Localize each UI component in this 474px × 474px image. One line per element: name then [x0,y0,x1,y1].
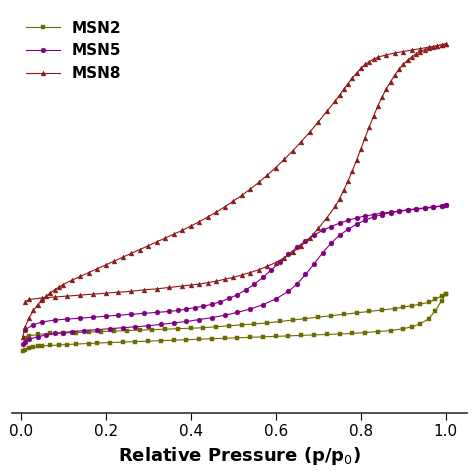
MSN5 [430,204,436,210]
MSN8 [290,148,296,154]
MSN2 [362,330,368,336]
MSN5 [209,315,215,320]
MSN5 [82,328,87,333]
MSN8 [77,273,83,279]
MSN2 [171,337,176,343]
MSN5 [171,320,176,326]
MSN2 [324,332,329,337]
MSN5 [388,210,393,216]
MSN5 [337,232,342,238]
MSN5 [311,261,317,267]
MSN8 [383,52,389,58]
MSN2 [26,346,32,351]
MSN2 [439,298,445,304]
MSN2 [337,331,342,337]
MSN8 [439,42,445,47]
X-axis label: Relative Pressure (p/p$_0$): Relative Pressure (p/p$_0$) [118,445,361,467]
Legend: MSN2, MSN5, MSN8: MSN2, MSN5, MSN8 [20,15,128,87]
MSN2 [39,343,45,349]
MSN5 [52,331,57,337]
MSN8 [443,41,449,46]
MSN2 [222,336,228,341]
MSN2 [418,321,423,327]
MSN2 [299,333,304,338]
MSN5 [294,281,300,287]
MSN2 [107,340,113,346]
MSN5 [319,250,325,256]
MSN5 [439,203,445,209]
MSN2 [133,339,138,345]
MSN2 [196,337,202,342]
MSN5 [286,289,292,294]
MSN2 [286,333,292,339]
MSN5 [120,325,126,330]
MSN5 [222,312,228,318]
MSN2 [47,343,53,348]
MSN5 [146,323,151,328]
MSN5 [328,240,334,246]
MSN5 [133,324,138,329]
MSN5 [22,339,28,345]
MSN5 [158,321,164,327]
MSN5 [396,209,402,214]
MSN2 [375,328,381,334]
MSN2 [94,340,100,346]
MSN2 [35,344,40,349]
MSN2 [183,337,189,343]
MSN2 [409,324,415,329]
MSN5 [273,296,279,302]
MSN5 [183,319,189,324]
MSN2 [56,342,62,348]
MSN2 [158,338,164,344]
MSN2 [260,334,266,340]
MSN2 [443,291,449,297]
MSN2 [426,316,432,321]
MSN2 [401,326,406,331]
MSN5 [379,212,385,218]
MSN2 [120,339,126,345]
MSN8 [20,334,26,340]
MSN5 [405,207,410,213]
MSN2 [22,347,28,353]
MSN2 [20,348,26,354]
MSN5 [94,327,100,332]
MSN5 [371,214,376,220]
MSN8 [39,297,45,303]
MSN5 [26,337,32,342]
MSN2 [388,328,393,333]
MSN2 [311,332,317,338]
MSN2 [146,338,151,344]
MSN5 [303,272,309,277]
MSN5 [260,302,266,308]
MSN2 [349,331,355,337]
Line: MSN5: MSN5 [20,202,448,346]
MSN2 [64,342,70,347]
MSN5 [196,317,202,322]
MSN2 [209,336,215,342]
MSN5 [422,205,428,210]
MSN2 [235,335,240,341]
MSN5 [43,332,49,338]
MSN2 [432,308,438,314]
MSN5 [235,310,240,315]
Line: MSN2: MSN2 [20,291,448,354]
MSN2 [73,341,79,347]
MSN5 [20,341,26,347]
MSN2 [86,341,91,346]
MSN5 [413,206,419,211]
MSN5 [35,334,40,340]
MSN2 [30,345,36,350]
MSN8 [111,258,117,264]
MSN5 [362,218,368,223]
MSN2 [247,335,253,340]
MSN5 [60,330,66,336]
Line: MSN8: MSN8 [20,41,448,339]
MSN5 [107,326,113,331]
MSN5 [443,202,449,208]
MSN5 [247,306,253,312]
MSN5 [345,227,351,232]
MSN5 [354,221,359,227]
MSN5 [69,328,74,334]
MSN2 [273,334,279,339]
